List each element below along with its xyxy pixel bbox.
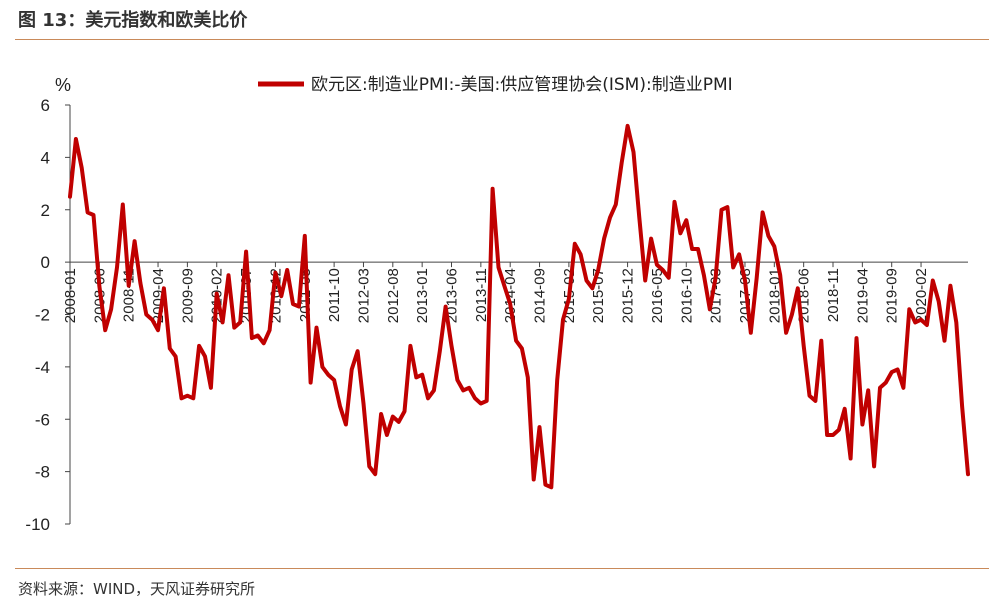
y-tick-label: -6 (35, 410, 50, 429)
x-tick-label: 2013-01 (414, 268, 431, 323)
x-tick-label: 2009-09 (179, 268, 196, 323)
x-tick-label: 2015-12 (620, 268, 637, 323)
x-tick-label: 2016-05 (649, 268, 666, 323)
y-tick-label: -2 (35, 306, 50, 325)
figure-title: 图 13：美元指数和欧美比价 (18, 10, 248, 31)
x-tick-label: 2012-03 (355, 268, 372, 323)
footer-divider (15, 568, 989, 569)
x-tick-label: 2020-02 (913, 268, 930, 323)
y-tick-label: 4 (41, 148, 50, 167)
x-tick-label: 2012-08 (385, 268, 402, 323)
legend: 欧元区:制造业PMI:-美国:供应管理协会(ISM):制造业PMI (258, 75, 733, 95)
x-tick-label: 2008-01 (62, 268, 79, 323)
x-tick-label: 2008-11 (121, 268, 138, 322)
x-tick-label: 2019-04 (854, 268, 871, 323)
y-tick-label: -10 (25, 515, 50, 534)
x-tick-label: 2011-10 (326, 268, 343, 322)
legend-label: 欧元区:制造业PMI:-美国:供应管理协会(ISM):制造业PMI (311, 75, 733, 95)
x-tick-label: 2016-10 (678, 268, 695, 323)
x-tick-label: 2019-09 (884, 268, 901, 323)
x-tick-label: 2013-11 (473, 268, 490, 322)
x-tick-label: 2014-09 (532, 268, 549, 323)
y-tick-label: 2 (41, 201, 50, 220)
source-note: 资料来源：WIND，天风证券研究所 (18, 580, 256, 598)
series-group (68, 123, 970, 490)
x-tick-label: 2015-07 (590, 268, 607, 323)
series-line (68, 123, 970, 490)
x-tick-label: 2018-11 (825, 268, 842, 322)
x-tick-label: 2017-03 (708, 268, 725, 323)
x-tick-label: 2014-04 (502, 268, 519, 323)
y-axis-ticks: -10 -8 -6 -4 -2 0 2 4 6 (25, 96, 70, 534)
y-tick-label: 6 (41, 96, 50, 115)
y-tick-label: 0 (41, 253, 50, 272)
y-tick-label: -4 (35, 358, 50, 377)
y-axis-unit: % (55, 75, 71, 95)
title-divider (15, 39, 989, 40)
y-tick-label: -8 (35, 463, 50, 482)
